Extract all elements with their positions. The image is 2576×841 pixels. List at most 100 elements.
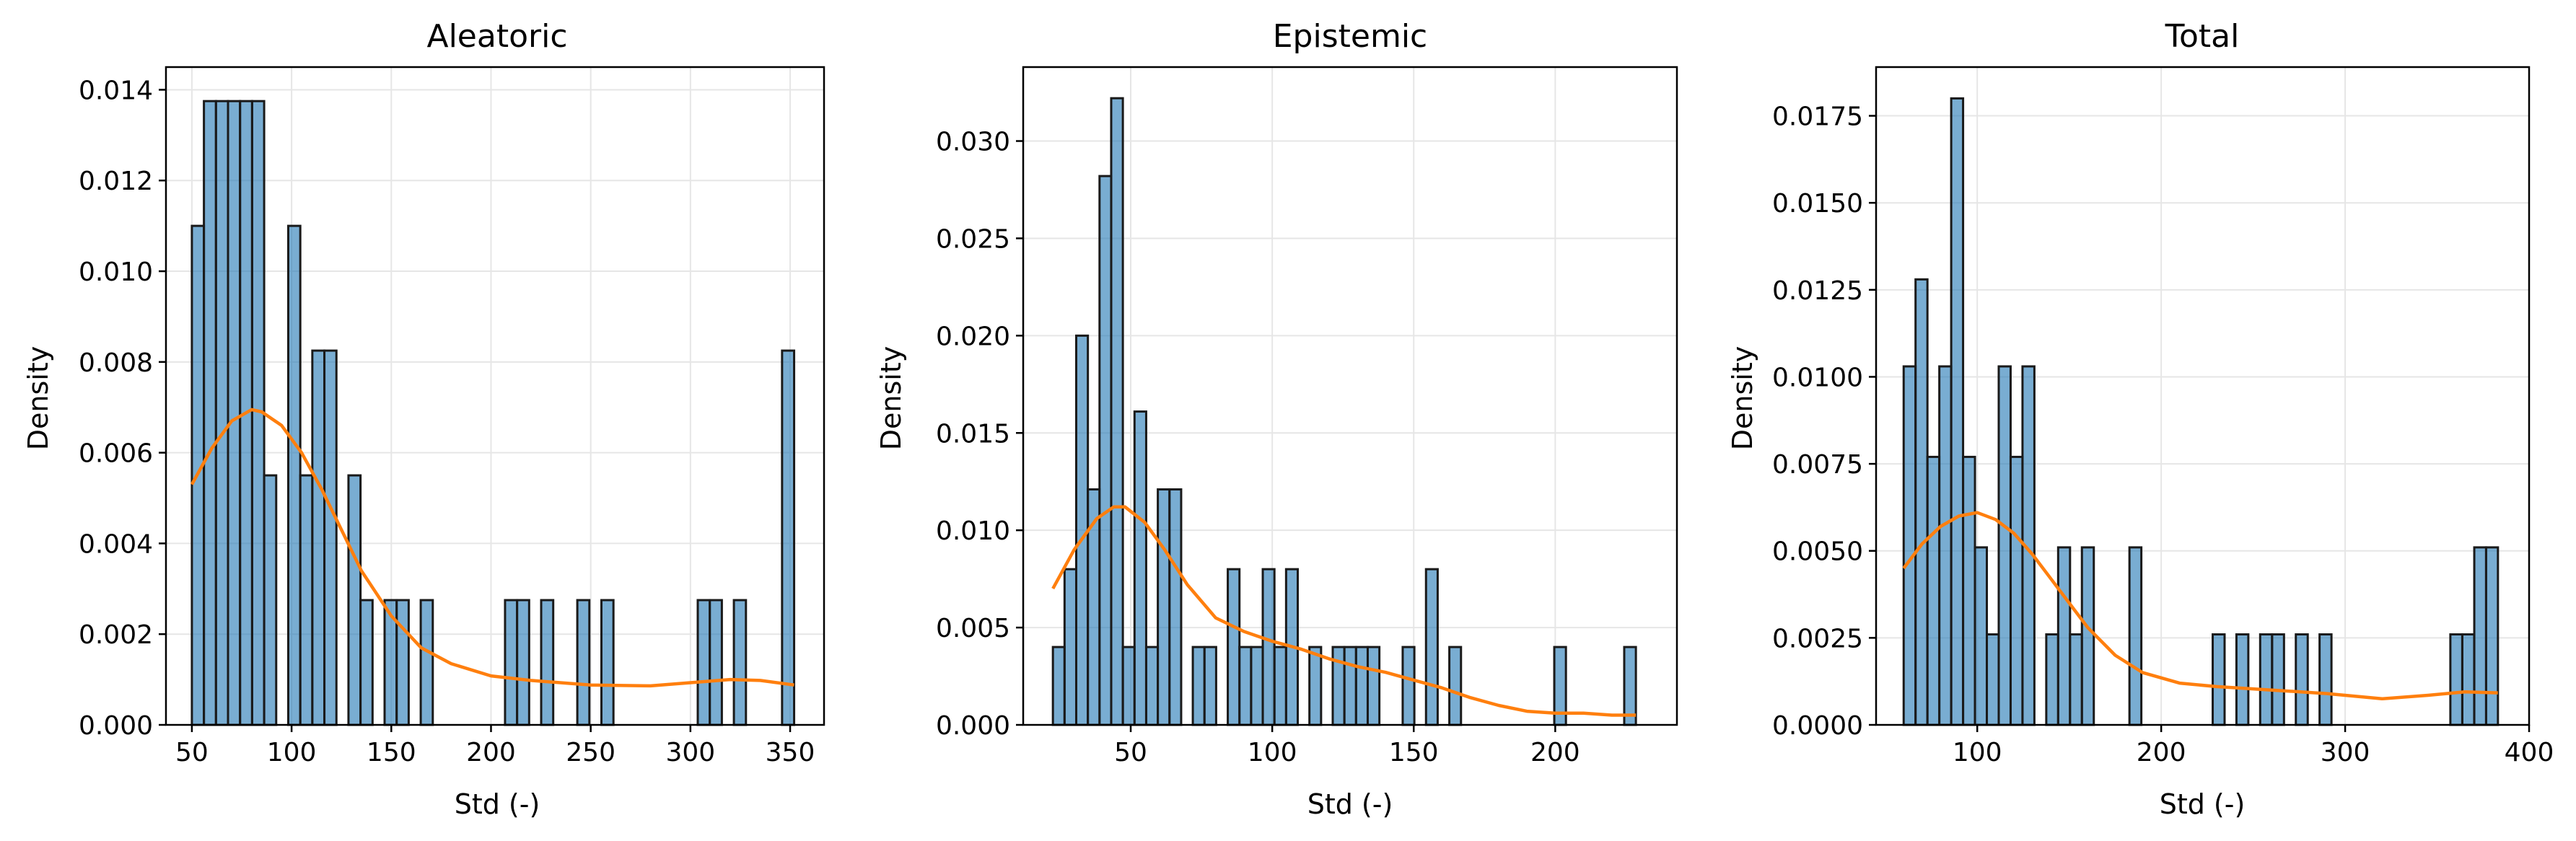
histogram-bar bbox=[504, 599, 519, 726]
histogram-bar bbox=[696, 599, 711, 726]
histogram-bar bbox=[1063, 568, 1077, 726]
histogram-bar bbox=[1424, 568, 1439, 726]
histogram-bar bbox=[1926, 455, 1941, 726]
kde-curve bbox=[190, 408, 794, 688]
histogram-bar bbox=[1227, 568, 1241, 726]
plot-area: 50 100 150 200 250 300 350 0.000 0.002 0.004 0.006… bbox=[79, 66, 825, 767]
subplot-aleatoric: 50 100 150 200 250 300 350 0.000 0.002 0.004 0.006… bbox=[22, 18, 825, 820]
y-tick-label: 0.000 bbox=[79, 711, 153, 741]
histogram-bar bbox=[1308, 646, 1323, 726]
x-tick-label: 200 bbox=[466, 738, 516, 767]
x-tick-label: 300 bbox=[665, 738, 715, 767]
histogram-bar bbox=[419, 599, 434, 726]
histogram-bar bbox=[732, 599, 748, 726]
histogram-bar bbox=[2461, 633, 2476, 726]
histogram-bar bbox=[2473, 546, 2487, 726]
y-tick-label: 0.014 bbox=[79, 76, 153, 105]
histogram-bar bbox=[1914, 278, 1929, 726]
y-axis-label: Density bbox=[22, 346, 54, 450]
y-tick-label: 0.025 bbox=[936, 224, 1010, 254]
y-tick-label: 0.0075 bbox=[1772, 450, 1863, 480]
x-tick-label: 300 bbox=[2321, 738, 2370, 767]
y-tick-label: 0.0175 bbox=[1772, 102, 1863, 132]
axes-frame bbox=[1022, 66, 1678, 726]
x-axis-label: Std (-) bbox=[2160, 788, 2246, 820]
x-tick-label: 200 bbox=[1530, 738, 1580, 767]
histogram-bar bbox=[1203, 646, 1217, 726]
histogram-bar bbox=[2295, 633, 2309, 726]
histogram-bar bbox=[203, 100, 217, 726]
histogram-bar bbox=[1986, 633, 2000, 726]
histogram-bar bbox=[311, 349, 326, 726]
y-tick-label: 0.015 bbox=[936, 419, 1010, 449]
plot-area: 50 100 150 200 0.000 0.005 0.010 0.015 0.020 0.02… bbox=[936, 66, 1678, 767]
histogram-bar bbox=[299, 474, 314, 726]
histogram-bar bbox=[1051, 646, 1066, 726]
y-axis-label: Density bbox=[1727, 346, 1758, 450]
histogram-bar bbox=[2235, 633, 2250, 726]
y-tick-label: 0.012 bbox=[79, 167, 153, 196]
histogram-bar bbox=[1273, 646, 1287, 726]
histogram-bar bbox=[2069, 633, 2083, 726]
y-tick-label: 0.010 bbox=[936, 516, 1010, 546]
histogram-bar bbox=[227, 100, 242, 726]
y-axis-label: Density bbox=[875, 346, 907, 450]
histogram-bar bbox=[2045, 633, 2059, 726]
histogram-bar bbox=[2212, 633, 2226, 726]
histogram-bar bbox=[1250, 646, 1264, 726]
x-tick-label: 150 bbox=[367, 738, 416, 767]
histogram-bar bbox=[1962, 455, 1976, 726]
kde-curve bbox=[1051, 505, 1637, 717]
histogram-bar bbox=[359, 599, 374, 726]
chart-title: Aleatoric bbox=[426, 18, 567, 55]
axes-frame bbox=[1875, 66, 2531, 726]
histogram-bar bbox=[2080, 546, 2095, 726]
axes-frame bbox=[165, 66, 825, 726]
y-tick-label: 0.006 bbox=[79, 439, 153, 469]
y-tick-label: 0.0150 bbox=[1772, 189, 1863, 219]
histogram-bar bbox=[576, 599, 591, 726]
histogram-bar bbox=[1343, 646, 1357, 726]
histogram-bar bbox=[1938, 365, 1953, 726]
chart-title: Epistemic bbox=[1273, 18, 1427, 55]
histogram-bar bbox=[2056, 546, 2072, 726]
histogram-bar bbox=[1191, 646, 1206, 726]
histogram-bar bbox=[1354, 646, 1369, 726]
histogram-bar bbox=[2009, 455, 2024, 726]
histogram-bar bbox=[1973, 546, 1989, 726]
y-tick-label: 0.0050 bbox=[1772, 537, 1863, 567]
y-tick-label: 0.030 bbox=[936, 128, 1010, 157]
x-tick-label: 50 bbox=[175, 738, 209, 767]
kde-curve bbox=[1902, 511, 2498, 701]
histogram-bar bbox=[395, 599, 410, 726]
histogram-bar bbox=[1098, 175, 1113, 726]
x-tick-label: 50 bbox=[1114, 738, 1147, 767]
histogram-bar bbox=[2484, 546, 2500, 726]
histogram-bar bbox=[1238, 646, 1253, 726]
histogram-bar bbox=[214, 100, 229, 726]
x-tick-label: 400 bbox=[2505, 738, 2554, 767]
histogram-bar bbox=[781, 349, 796, 726]
histogram-bar bbox=[2128, 546, 2143, 726]
histogram-bar bbox=[2271, 633, 2285, 726]
histogram-bar bbox=[1401, 646, 1416, 726]
y-tick-label: 0.005 bbox=[936, 614, 1010, 643]
histogram-bar bbox=[516, 599, 530, 726]
histogram-bar bbox=[323, 349, 338, 726]
y-tick-label: 0.0125 bbox=[1772, 276, 1863, 306]
y-tick-label: 0.0100 bbox=[1772, 363, 1863, 392]
histogram-bar bbox=[1366, 646, 1381, 726]
histogram-bar bbox=[1448, 646, 1463, 726]
histogram-bar bbox=[600, 599, 615, 726]
histogram-bar bbox=[540, 599, 555, 726]
y-tick-label: 0.000 bbox=[936, 711, 1010, 741]
histogram-bar bbox=[1623, 646, 1637, 726]
histogram-bar bbox=[347, 474, 362, 726]
y-tick-label: 0.008 bbox=[79, 348, 153, 378]
subplot-total: 100 200 300 400 0.0000 0.0025 0.0050 0.0075 0.01… bbox=[1727, 18, 2554, 820]
histogram-bar bbox=[286, 224, 302, 726]
x-tick-label: 150 bbox=[1389, 738, 1439, 767]
histogram-bar bbox=[709, 599, 723, 726]
x-tick-label: 100 bbox=[267, 738, 317, 767]
